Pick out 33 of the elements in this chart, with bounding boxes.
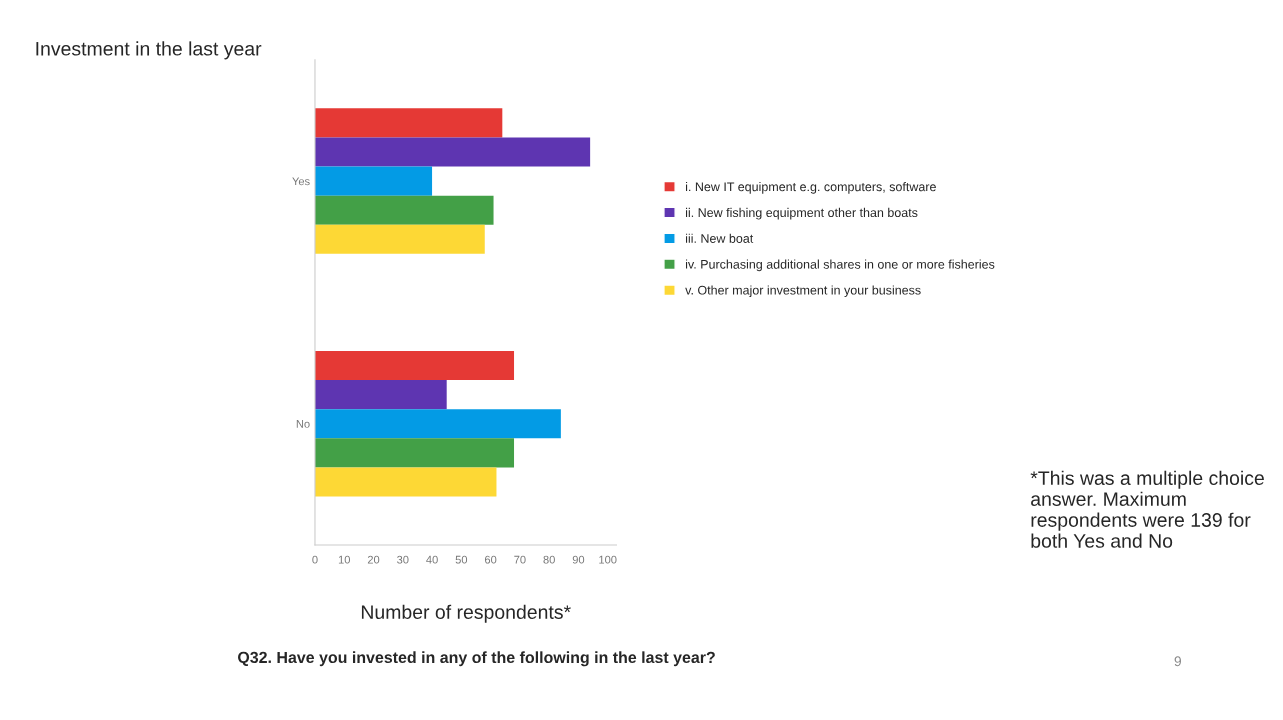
bar [314, 195, 494, 225]
legend-label: iv. Purchasing additional shares in one or more fisheries [686, 259, 995, 272]
bar [314, 108, 503, 138]
x-axis-title: Number of respondents* [361, 604, 571, 623]
bar [314, 137, 591, 167]
bar [314, 409, 561, 439]
legend-label: ii. New fishing equipment other than boats [686, 207, 918, 220]
x-tick-label: 50 [455, 555, 468, 564]
x-tick-label: 0 [312, 555, 318, 564]
y-tick-label: Yes [292, 177, 310, 186]
x-tick-label: 40 [426, 555, 438, 564]
bar [314, 380, 447, 410]
legend-label: i. New IT equipment e.g. computers, software [686, 182, 936, 194]
bar [314, 438, 515, 468]
bar [314, 350, 515, 381]
x-tick-label: 60 [485, 555, 497, 564]
legend-label: iii. New boat [686, 233, 754, 243]
x-tick-label: 100 [599, 555, 617, 564]
text: Investment in the last year [36, 41, 262, 60]
x-tick-label: 30 [397, 555, 409, 564]
x-tick-label: 10 [338, 555, 350, 564]
bar [314, 166, 433, 196]
legend-label: v. Other major investment in your business [685, 285, 921, 298]
bar [314, 224, 485, 254]
x-tick-label: 80 [543, 555, 555, 564]
bar [314, 467, 497, 497]
text: 9 [1174, 656, 1182, 667]
x-tick-label: 90 [572, 555, 585, 564]
text: Q32. Have you invested in any of the following in the last year? [238, 651, 715, 667]
x-tick-label: 70 [514, 555, 526, 564]
y-tick-label: No [296, 420, 310, 428]
x-tick-label: 20 [367, 555, 380, 564]
text: *This was a multiple choice answer. Maximum respondents were 139 for both Yes and No [1030, 470, 1264, 548]
